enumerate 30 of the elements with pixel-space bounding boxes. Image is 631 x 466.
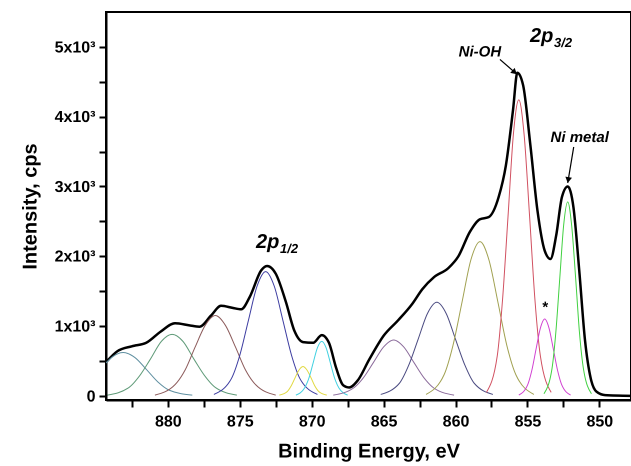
line-series [426, 241, 534, 395]
y-tick-label: 5x10³ [54, 39, 96, 56]
line-series [380, 302, 494, 395]
line-series [154, 315, 276, 396]
line-series [543, 201, 592, 394]
annotation: * [542, 299, 549, 316]
y-axis-title: Intensity, cps [20, 143, 42, 270]
line-series [486, 99, 552, 393]
x-axis-title: Binding Energy, eV [278, 440, 461, 462]
line-series [332, 339, 455, 396]
y-tick-label: 1x10³ [54, 318, 96, 336]
y-tick-label: 3x10³ [54, 178, 96, 196]
y-tick-label: 4x10³ [54, 109, 96, 126]
x-tick-label: 870 [298, 414, 326, 430]
y-tick-label: 2x10³ [54, 248, 96, 266]
line-series [278, 366, 328, 396]
annotation: Ni metal [550, 128, 610, 146]
line-series [106, 334, 238, 396]
line-series [295, 340, 348, 396]
line-series [213, 271, 318, 395]
x-tick-label: 875 [226, 414, 254, 430]
x-tick-label: 850 [586, 414, 614, 430]
x-tick-label: 865 [370, 414, 398, 430]
line-series [518, 318, 572, 396]
annotation: Ni-OH [458, 43, 502, 60]
x-tick-label: 880 [155, 414, 182, 430]
x-tick-label: 855 [514, 414, 542, 430]
x-tick-label: 860 [442, 414, 470, 430]
y-tick-label: 0 [86, 388, 96, 406]
line-series [106, 352, 193, 396]
